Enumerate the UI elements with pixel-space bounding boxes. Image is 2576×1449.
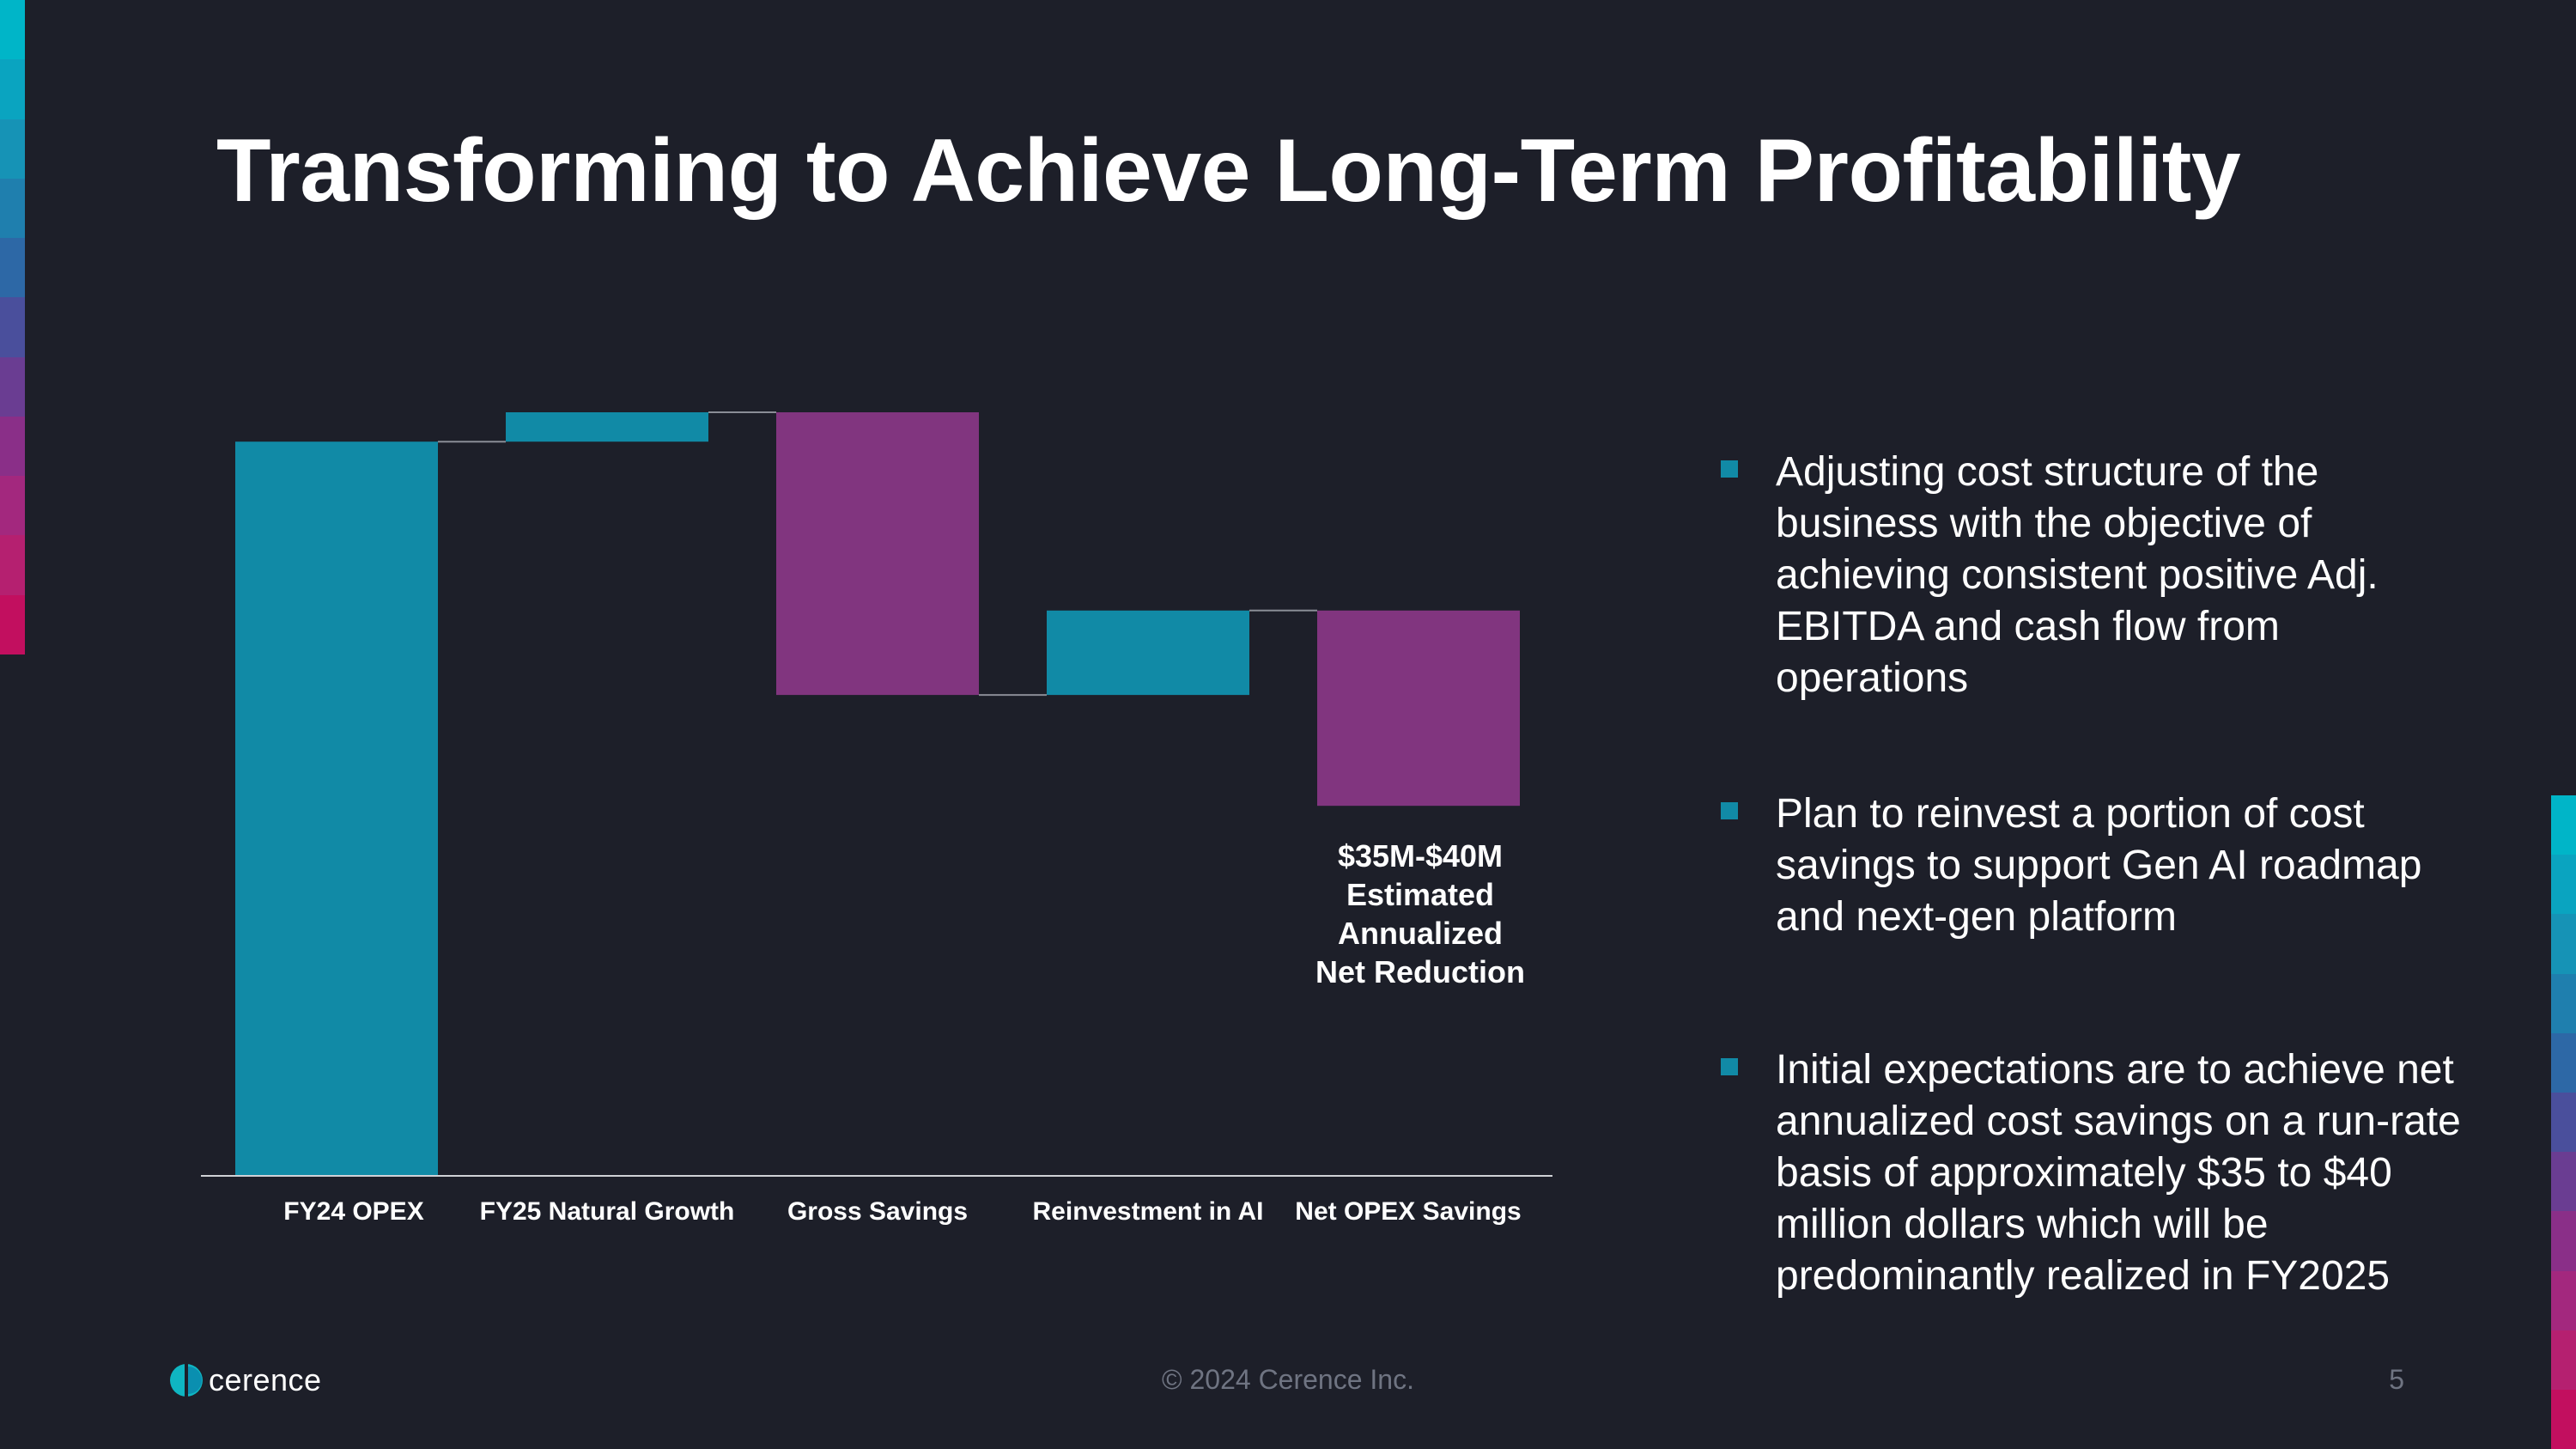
bar-net-opex-savings xyxy=(1317,610,1520,807)
bullet-item: Plan to reinvest a portion of cost savin… xyxy=(1717,788,2473,943)
category-label: FY24 OPEX xyxy=(283,1197,423,1226)
bullet-text: Initial expectations are to achieve net … xyxy=(1776,1047,2461,1299)
stripe-segment xyxy=(2551,1330,2576,1390)
stripe-segment xyxy=(0,535,25,595)
category-label: Gross Savings xyxy=(787,1197,968,1226)
stripe-segment xyxy=(0,416,25,477)
annotation-line: Estimated xyxy=(1346,877,1494,912)
bar-gross-savings xyxy=(776,412,979,696)
stripe-segment xyxy=(0,297,25,357)
stripe-segment xyxy=(2551,1152,2576,1212)
left-accent-stripe xyxy=(0,0,25,654)
stripe-segment xyxy=(2551,795,2576,855)
stripe-segment xyxy=(2551,1389,2576,1449)
bar-fy25-natural-growth xyxy=(506,412,708,442)
bullet-text: Adjusting cost structure of the business… xyxy=(1776,449,2379,701)
cerence-logo: cerence xyxy=(169,1361,322,1399)
category-label: Net OPEX Savings xyxy=(1295,1197,1521,1226)
right-accent-stripe xyxy=(2551,795,2576,1449)
stripe-segment xyxy=(2551,973,2576,1033)
bullet-item: Initial expectations are to achieve net … xyxy=(1717,1044,2473,1302)
stripe-segment xyxy=(0,594,25,654)
bullet-list: Adjusting cost structure of the business… xyxy=(1717,447,2473,1386)
stripe-segment xyxy=(0,238,25,298)
stripe-segment xyxy=(2551,855,2576,915)
stripe-segment xyxy=(0,119,25,179)
stripe-segment xyxy=(2551,1092,2576,1153)
category-label: Reinvestment in AI xyxy=(1033,1197,1264,1226)
cerence-logo-icon xyxy=(170,1363,203,1397)
bullet-marker-icon xyxy=(1721,802,1738,819)
bar-fy24-opex xyxy=(235,441,438,1176)
stripe-segment xyxy=(2551,1032,2576,1093)
stripe-segment xyxy=(2551,1270,2576,1330)
logo-text: cerence xyxy=(209,1362,322,1397)
stripe-segment xyxy=(0,59,25,119)
slide-title: Transforming to Achieve Long-Term Profit… xyxy=(216,121,2241,221)
stripe-segment xyxy=(2551,1211,2576,1271)
bullet-item: Adjusting cost structure of the business… xyxy=(1717,447,2473,704)
annotation-line: Annualized xyxy=(1338,916,1503,951)
stripe-segment xyxy=(0,476,25,536)
stripe-segment xyxy=(0,0,25,60)
stripe-segment xyxy=(2551,914,2576,974)
bar-reinvestment-in-ai xyxy=(1047,610,1249,696)
category-label: FY25 Natural Growth xyxy=(480,1197,735,1226)
stripe-segment xyxy=(0,178,25,239)
page-number: 5 xyxy=(2389,1364,2404,1395)
annotation-line: Net Reduction xyxy=(1315,954,1525,989)
bullet-text: Plan to reinvest a portion of cost savin… xyxy=(1776,791,2422,940)
stripe-segment xyxy=(0,356,25,417)
bullet-marker-icon xyxy=(1721,1058,1738,1075)
annotation-line: $35M-$40M xyxy=(1338,838,1503,874)
copyright: © 2024 Cerence Inc. xyxy=(1162,1364,1414,1395)
waterfall-chart: FY24 OPEX FY25 Natural Growth Gross Saving… xyxy=(201,411,1552,1226)
bullet-marker-icon xyxy=(1721,460,1738,478)
